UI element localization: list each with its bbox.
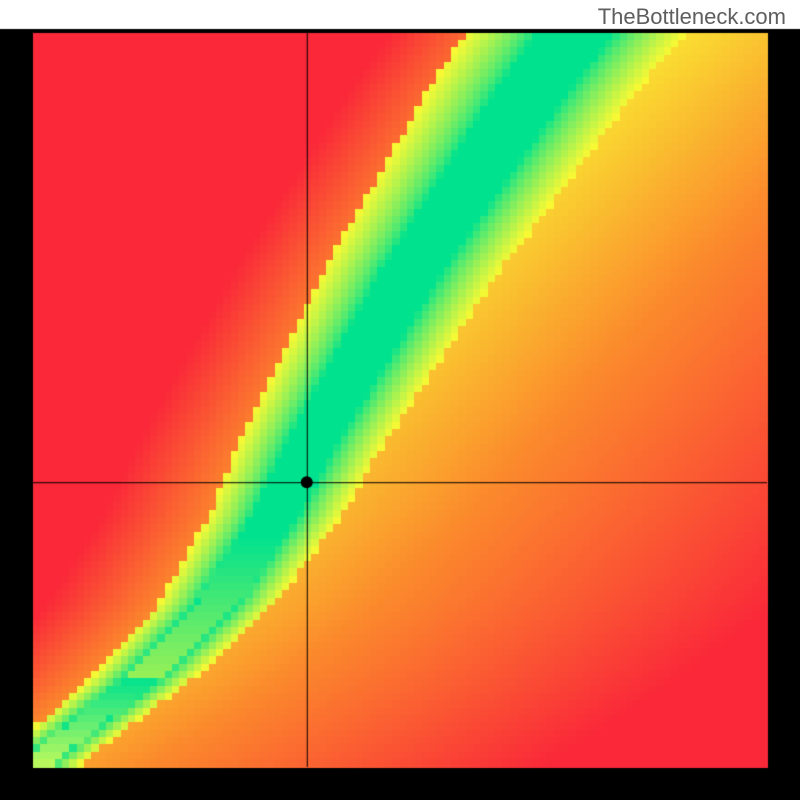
watermark-text: TheBottleneck.com: [598, 4, 786, 30]
heatmap-canvas: [0, 0, 800, 800]
chart-container: TheBottleneck.com: [0, 0, 800, 800]
